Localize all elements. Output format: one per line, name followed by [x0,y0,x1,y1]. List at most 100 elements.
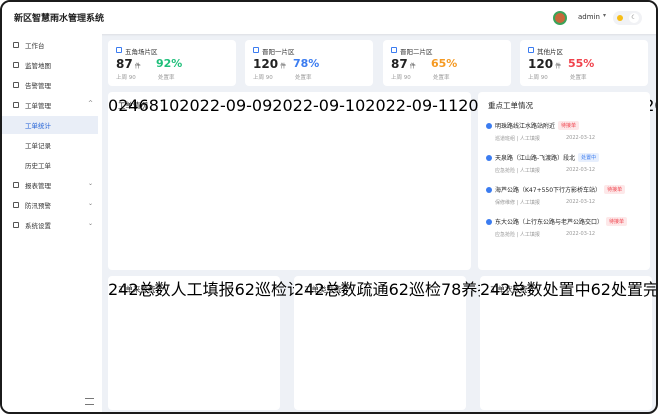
y-tick-label: 8 [148,96,159,115]
order-row: 海芦公路（K47+550下行方影桥车站） 待接单 [495,185,626,194]
legend-label: 处置中 [542,280,591,299]
center-label: 总数 [138,280,171,299]
menu-item[interactable]: 工单管理 [25,102,51,110]
unit: 件 [409,63,416,70]
card-icon [528,47,534,53]
kpi-card: 其他片区 120 件上周 90 55% 处置率 [520,40,648,86]
kpi-card: 晋阳二片区 87 件上周 90 65% 处置率 [383,40,511,86]
unit: 件 [555,63,562,70]
last-week: 上周 90 [253,75,273,81]
expand-arrow[interactable]: ⌄ [88,180,94,187]
order-meta: 巡道班组 | 人工填报 [495,136,540,142]
legend-value: 78 [440,280,462,299]
app-title: 新区智慧雨水管理系统 [14,14,105,24]
submenu-item[interactable]: 工单统计 [25,122,51,130]
legend-value: 62 [388,280,409,299]
order-row: 明珠路线江水路站附近 待接单 [495,121,580,130]
center-label: 总数 [324,280,357,299]
x-tick-label: 2022-09-14 [644,96,656,115]
order-title[interactable]: 海芦公路（K47+550下行方影桥车站） [495,187,602,194]
menu-item[interactable]: 系统设置 [25,222,51,230]
card-name: 五角场片区 [125,48,158,56]
order-meta: 应急抢险 | 人工填报 [495,168,540,174]
count: 120 [528,57,554,71]
card-name: 其他片区 [537,48,563,56]
panel-title: 工单类型统计 [304,285,349,294]
card-name: 晋阳一片区 [262,48,295,56]
legend-label: 人工填报 [170,280,235,299]
order-meta: 应急抢险 | 人工填报 [495,232,540,238]
order-status: 处置中 [578,153,600,162]
panel-title: 重点工单情况 [488,101,533,110]
order-title[interactable]: 明珠路线江水路站附近 [495,123,556,130]
expand-arrow[interactable]: ⌄ [88,220,94,227]
legend-value: 62 [590,280,611,299]
y-tick-label: 6 [138,96,149,115]
theme-toggle[interactable]: ☾ [613,11,642,25]
legend-label: 处置完成 [610,280,658,299]
card-name: 晋阳二片区 [400,48,433,56]
order-icon [486,219,492,225]
unit: 件 [280,63,287,70]
sidebar-toggle[interactable] [85,398,94,405]
sidebar: 工作台监管地图告警管理工单管理 ^ 工单统计工单记录历史工单 ⌄ 报表管理 ⌄ 防汛预警 ⌄ 系… [2,34,102,412]
legend-label: 疏通 [356,280,389,299]
count-row: 120 件 [253,57,286,71]
card-icon [253,47,259,53]
menu-icon [13,42,19,48]
expand-arrow[interactable]: ⌄ [88,200,94,207]
active-bg [2,116,98,134]
menu-icon [13,82,19,88]
donut-panel: 工单状态统计242总数处置中62处置完成78待接单52 [480,276,656,410]
order-status: 待接单 [604,185,626,194]
count-row: 120 件 [528,57,561,71]
user-name[interactable]: admin [578,13,600,21]
order-date: 2022-03-12 [566,167,596,173]
order-title[interactable]: 东大公路（上行东公路与老芦公路交口） [495,219,604,226]
menu-item[interactable]: 报表管理 [25,182,51,190]
menu-item[interactable]: 监管地图 [25,62,51,70]
rate-caption: 处置率 [570,75,587,81]
menu-icon [13,182,19,188]
last-week: 上周 90 [391,75,411,81]
menu-icon [13,62,19,68]
rate-caption: 处置率 [158,75,175,81]
center-label: 总数 [510,280,543,299]
work-chart-panel: 工单情况 02468102022-09-092022-09-102022-09-1… [108,92,656,270]
order-row: 天泉路（江山路-飞渡路）段北 处置中 [495,153,600,162]
panel-title: 工单来源统计 [118,285,163,294]
order-date: 2022-03-12 [566,199,596,205]
y-tick-label: 10 [158,96,180,115]
rate: 55% [568,57,595,70]
submenu-item[interactable]: 工单记录 [25,142,51,150]
last-week: 上周 90 [116,75,136,81]
rate-caption: 处置率 [433,75,450,81]
x-tick-label: 2022-09-09 [179,96,273,115]
avatar[interactable] [553,11,567,25]
menu-item[interactable]: 防汛预警 [25,202,51,210]
collapse-arrow[interactable]: ^ [88,100,94,107]
menu-icon [13,222,19,228]
menu-item[interactable]: 工作台 [25,42,45,50]
center-value: 242 [480,280,511,299]
rate: 65% [431,57,458,70]
key-orders-panel: 重点工单情况 明珠路线江水路站附近 待接单 巡道班组 | 人工填报 2022-03-12… [478,92,650,270]
legend-label: 巡检 [408,280,441,299]
order-status: 待接单 [606,217,628,226]
center-value: 242 [294,280,325,299]
card-icon [116,47,122,53]
dropdown-arrow[interactable]: ▾ [603,12,607,19]
order-title[interactable]: 天泉路（江山路-飞渡路）段北 [495,155,576,162]
card-icon [391,47,397,53]
donut-chart: 242总数处置中62处置完成78待接单52 [480,276,658,300]
y-tick-label: 2 [118,96,129,115]
order-icon [486,123,492,129]
menu-item[interactable]: 告警管理 [25,82,51,90]
x-tick-label: 2022-09-10 [272,96,366,115]
submenu-item[interactable]: 历史工单 [25,162,51,170]
count-row: 87 件 [116,57,141,71]
count: 87 [391,57,408,71]
panel-title: 工单情况 [118,101,148,110]
kpi-card: 晋阳一片区 120 件上周 90 78% 处置率 [245,40,373,86]
